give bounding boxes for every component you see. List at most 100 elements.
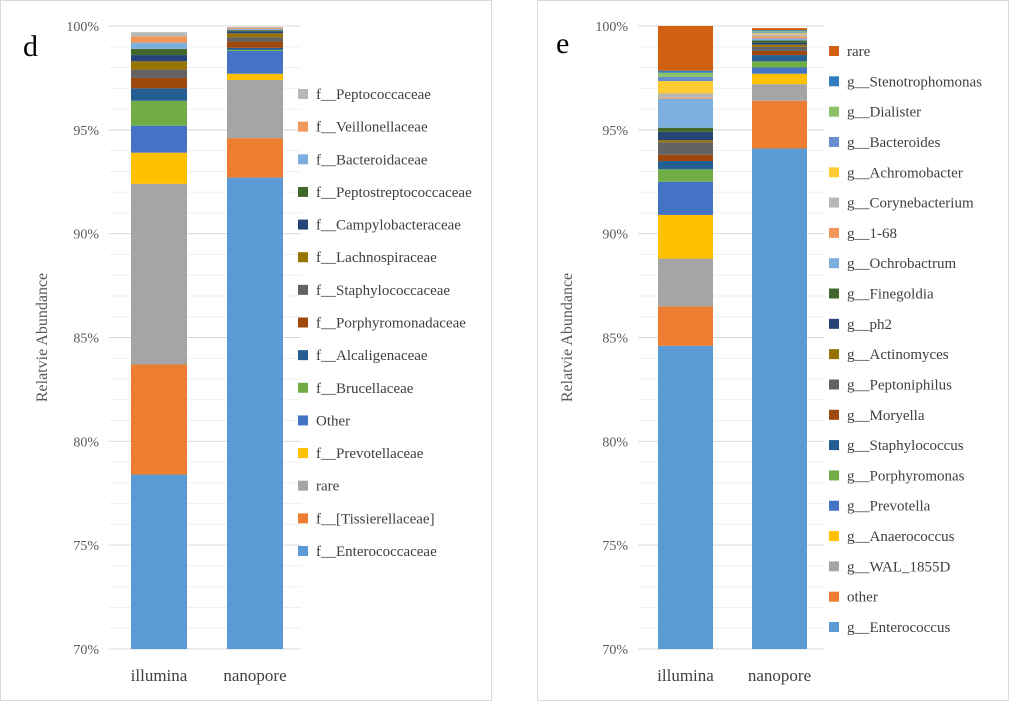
legend-entry: f__Peptococcaceae <box>316 87 431 103</box>
panel-label: d <box>23 30 38 63</box>
legend-swatch <box>829 531 839 542</box>
bar-segment <box>752 31 807 33</box>
panel-label: e <box>556 27 569 60</box>
legend-entry: f__Enterococcaceae <box>316 544 437 560</box>
bar-segment <box>227 41 283 48</box>
bar-segment <box>752 67 807 74</box>
bar-segment <box>658 214 713 259</box>
bar-segment <box>658 97 713 99</box>
legend-swatch <box>298 252 308 263</box>
y-tick-label: 90% <box>602 228 628 243</box>
legend-swatch <box>298 89 308 99</box>
legend-entry: Other <box>316 413 350 429</box>
legend-swatch <box>298 448 308 459</box>
bar-segment <box>752 36 807 39</box>
legend-entry: g__1-68 <box>847 226 897 242</box>
legend-entry: f__[Tissierellaceae] <box>316 511 435 527</box>
bar-segment <box>658 98 713 128</box>
legend-entry: g__Corynebacterium <box>847 196 974 212</box>
bar-segment <box>658 160 713 170</box>
legend-swatch <box>829 591 839 602</box>
x-category-label: nanopore <box>223 666 286 685</box>
bar-segment <box>131 364 187 475</box>
legend-entry: g__Porphyromonas <box>847 468 965 484</box>
legend-entry: g__Moryella <box>847 408 925 424</box>
y-tick-label: 80% <box>602 435 628 450</box>
legend-swatch <box>298 219 308 230</box>
bar-segment <box>131 61 187 70</box>
legend-swatch <box>829 76 839 87</box>
legend-entry: g__Enterococcus <box>847 620 950 636</box>
y-tick-label: 95% <box>602 124 628 139</box>
chart-panel-e: 70% 75% 80% 85% 90% 95% 100% Relatvie Abundance… <box>537 0 1009 701</box>
y-tick-label: 70% <box>602 643 628 658</box>
legend-swatch <box>829 561 839 572</box>
legend-entry: g__Finegoldia <box>847 287 934 303</box>
y-tick-label: 70% <box>73 643 99 658</box>
legend-entry: g__Actinomyces <box>847 347 949 363</box>
bar-segment <box>658 72 713 77</box>
legend-swatch <box>829 500 839 511</box>
bar-segment <box>658 93 713 98</box>
bar-segment <box>131 183 187 365</box>
bar-segment <box>658 127 713 132</box>
legend-entry: f__Porphyromonadaceae <box>316 316 466 332</box>
bar-segment <box>658 76 713 82</box>
bar-segment <box>752 30 807 32</box>
x-category-label: illumina <box>657 666 714 685</box>
legend-entry: g__Anaerococcus <box>847 529 955 545</box>
legend-entry: g__WAL_1855D <box>847 559 950 575</box>
legend-swatch <box>829 379 839 390</box>
y-axis-label: Relatvie Abundance <box>559 273 576 402</box>
legend-entry: rare <box>316 479 340 495</box>
bar-segment <box>227 27 283 29</box>
bar-segment <box>752 28 807 31</box>
legend-swatch <box>298 284 308 295</box>
bar-segment <box>658 131 713 141</box>
legend-entry: f__Peptostreptococcaceae <box>316 185 472 201</box>
legend-swatch <box>298 382 308 393</box>
legend-entry: f__Prevotellaceae <box>316 446 424 462</box>
legend-entry: g__ph2 <box>847 317 892 333</box>
bar-segment <box>131 474 187 649</box>
genus-stacked-bar-chart: 70% 75% 80% 85% 90% 95% 100% Relatvie Abundance… <box>556 20 982 685</box>
legend-entry: g__Peptoniphilus <box>847 377 952 393</box>
legend-swatch <box>298 546 308 556</box>
legend-entry: g__Ochrobactrum <box>847 256 956 272</box>
legend-swatch <box>829 318 839 329</box>
bar-segment <box>131 48 187 56</box>
bar-segment <box>752 148 807 650</box>
bar-segment <box>131 55 187 62</box>
legend-entry: g__Achromobacter <box>847 165 963 181</box>
legend-swatch <box>298 317 308 328</box>
legend-entry: g__Dialister <box>847 105 921 121</box>
legend-swatch <box>829 227 839 238</box>
bar-segment <box>752 40 807 43</box>
legend-entry: f__Brucellaceae <box>316 381 414 397</box>
legend-entry: g__Stenotrophomonas <box>847 74 982 90</box>
legend-swatch <box>829 197 839 208</box>
legend-swatch <box>829 622 839 632</box>
bar-segment <box>658 181 713 215</box>
bar-segment <box>752 73 807 85</box>
bar-segment <box>752 33 807 35</box>
legend-swatch <box>298 350 308 361</box>
legend-swatch <box>829 409 839 420</box>
bar-segment <box>227 47 283 50</box>
x-category-label: nanopore <box>748 666 811 685</box>
legend-swatch <box>298 154 308 165</box>
legend-swatch <box>829 288 839 299</box>
bar-segment <box>658 345 713 649</box>
y-tick-label: 75% <box>73 539 99 554</box>
bar-segment <box>227 138 283 178</box>
y-tick-label: 95% <box>73 124 99 139</box>
legend-swatch <box>298 513 308 524</box>
legend-entry: f__Bacteroidaceae <box>316 152 428 168</box>
y-tick-label: 100% <box>595 20 628 35</box>
bar-segment <box>227 177 283 649</box>
bar-segment <box>227 37 283 42</box>
y-tick-label: 85% <box>73 332 99 347</box>
legend-swatch <box>298 121 308 132</box>
bar-segment <box>131 36 187 43</box>
legend-swatch <box>829 470 839 481</box>
